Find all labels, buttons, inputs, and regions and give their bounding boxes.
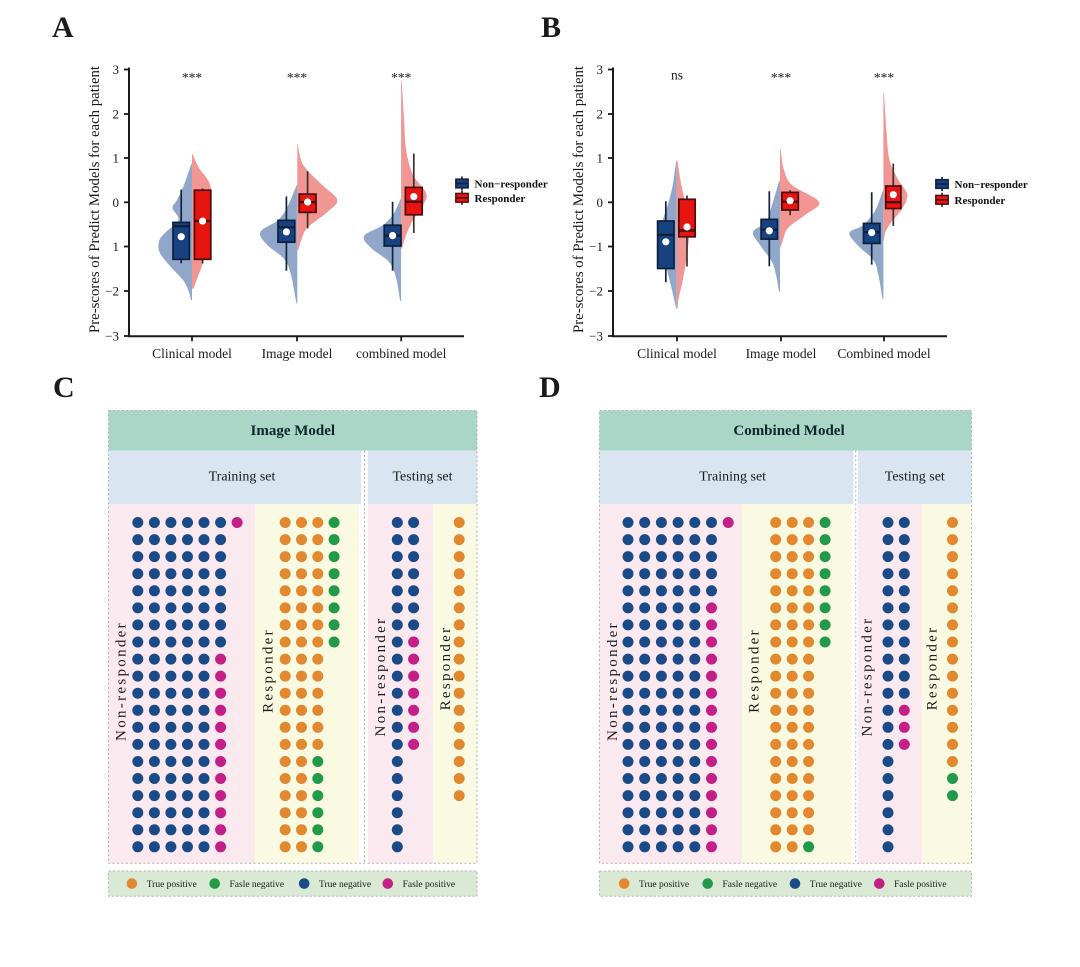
svg-text:ns: ns xyxy=(671,68,683,83)
svg-text:***: *** xyxy=(287,70,308,85)
svg-text:0: 0 xyxy=(113,195,120,210)
svg-text:Non−responder: Non−responder xyxy=(475,179,548,191)
svg-text:−3: −3 xyxy=(105,329,119,344)
svg-text:Fasle negative: Fasle negative xyxy=(723,880,778,890)
svg-text:Non-responder: Non-responder xyxy=(605,621,621,741)
svg-text:Non−responder: Non−responder xyxy=(955,179,1028,191)
svg-text:1: 1 xyxy=(113,151,120,166)
svg-text:Pre-scores of Predict Models f: Pre-scores of Predict Models for each pa… xyxy=(571,65,587,333)
svg-text:3: 3 xyxy=(597,62,604,77)
svg-text:Image model: Image model xyxy=(746,346,817,361)
svg-text:0: 0 xyxy=(597,195,604,210)
svg-text:A: A xyxy=(52,11,74,44)
svg-text:Training set: Training set xyxy=(209,470,276,485)
svg-text:Responder: Responder xyxy=(438,626,454,711)
svg-text:Training set: Training set xyxy=(699,470,766,485)
svg-text:Fasle positive: Fasle positive xyxy=(403,880,456,890)
svg-text:True positive: True positive xyxy=(147,880,197,890)
svg-text:C: C xyxy=(53,371,75,404)
svg-text:Testing set: Testing set xyxy=(392,470,452,485)
svg-text:−3: −3 xyxy=(589,329,603,344)
svg-text:Combined Model: Combined Model xyxy=(733,423,844,439)
svg-text:combined model: combined model xyxy=(356,346,447,361)
svg-text:Responder: Responder xyxy=(747,628,763,713)
svg-text:True positive: True positive xyxy=(639,880,689,890)
svg-text:3: 3 xyxy=(113,62,120,77)
svg-text:Non-responder: Non-responder xyxy=(373,617,389,737)
svg-text:True negative: True negative xyxy=(810,880,862,890)
svg-text:D: D xyxy=(539,371,561,404)
svg-text:1: 1 xyxy=(113,239,120,254)
svg-text:Pre-scores of Predict Models f: Pre-scores of Predict Models for each pa… xyxy=(87,65,103,333)
svg-text:Clinical model: Clinical model xyxy=(637,346,717,361)
svg-text:***: *** xyxy=(874,70,895,85)
svg-text:Responder: Responder xyxy=(261,628,277,713)
svg-text:Testing set: Testing set xyxy=(885,470,945,485)
svg-text:Fasle negative: Fasle negative xyxy=(230,880,285,890)
svg-text:−2: −2 xyxy=(105,284,119,299)
svg-text:Image model: Image model xyxy=(262,346,333,361)
svg-text:***: *** xyxy=(391,70,412,85)
svg-text:Responder: Responder xyxy=(925,626,941,711)
svg-text:Non-responder: Non-responder xyxy=(860,617,876,737)
svg-text:Fasle positive: Fasle positive xyxy=(894,880,947,890)
svg-text:***: *** xyxy=(182,70,203,85)
svg-text:True negative: True negative xyxy=(319,880,371,890)
svg-text:1: 1 xyxy=(597,151,604,166)
svg-text:Non-responder: Non-responder xyxy=(114,621,130,741)
svg-text:Responder: Responder xyxy=(475,193,526,205)
svg-text:Clinical model: Clinical model xyxy=(152,346,232,361)
svg-text:***: *** xyxy=(771,70,792,85)
svg-text:2: 2 xyxy=(113,107,120,122)
svg-text:2: 2 xyxy=(597,107,604,122)
svg-text:Combined model: Combined model xyxy=(837,346,931,361)
svg-text:B: B xyxy=(541,11,561,44)
svg-text:Responder: Responder xyxy=(955,195,1006,207)
svg-text:−1: −1 xyxy=(589,239,603,254)
svg-text:−2: −2 xyxy=(589,284,603,299)
svg-text:Image Model: Image Model xyxy=(251,423,336,439)
